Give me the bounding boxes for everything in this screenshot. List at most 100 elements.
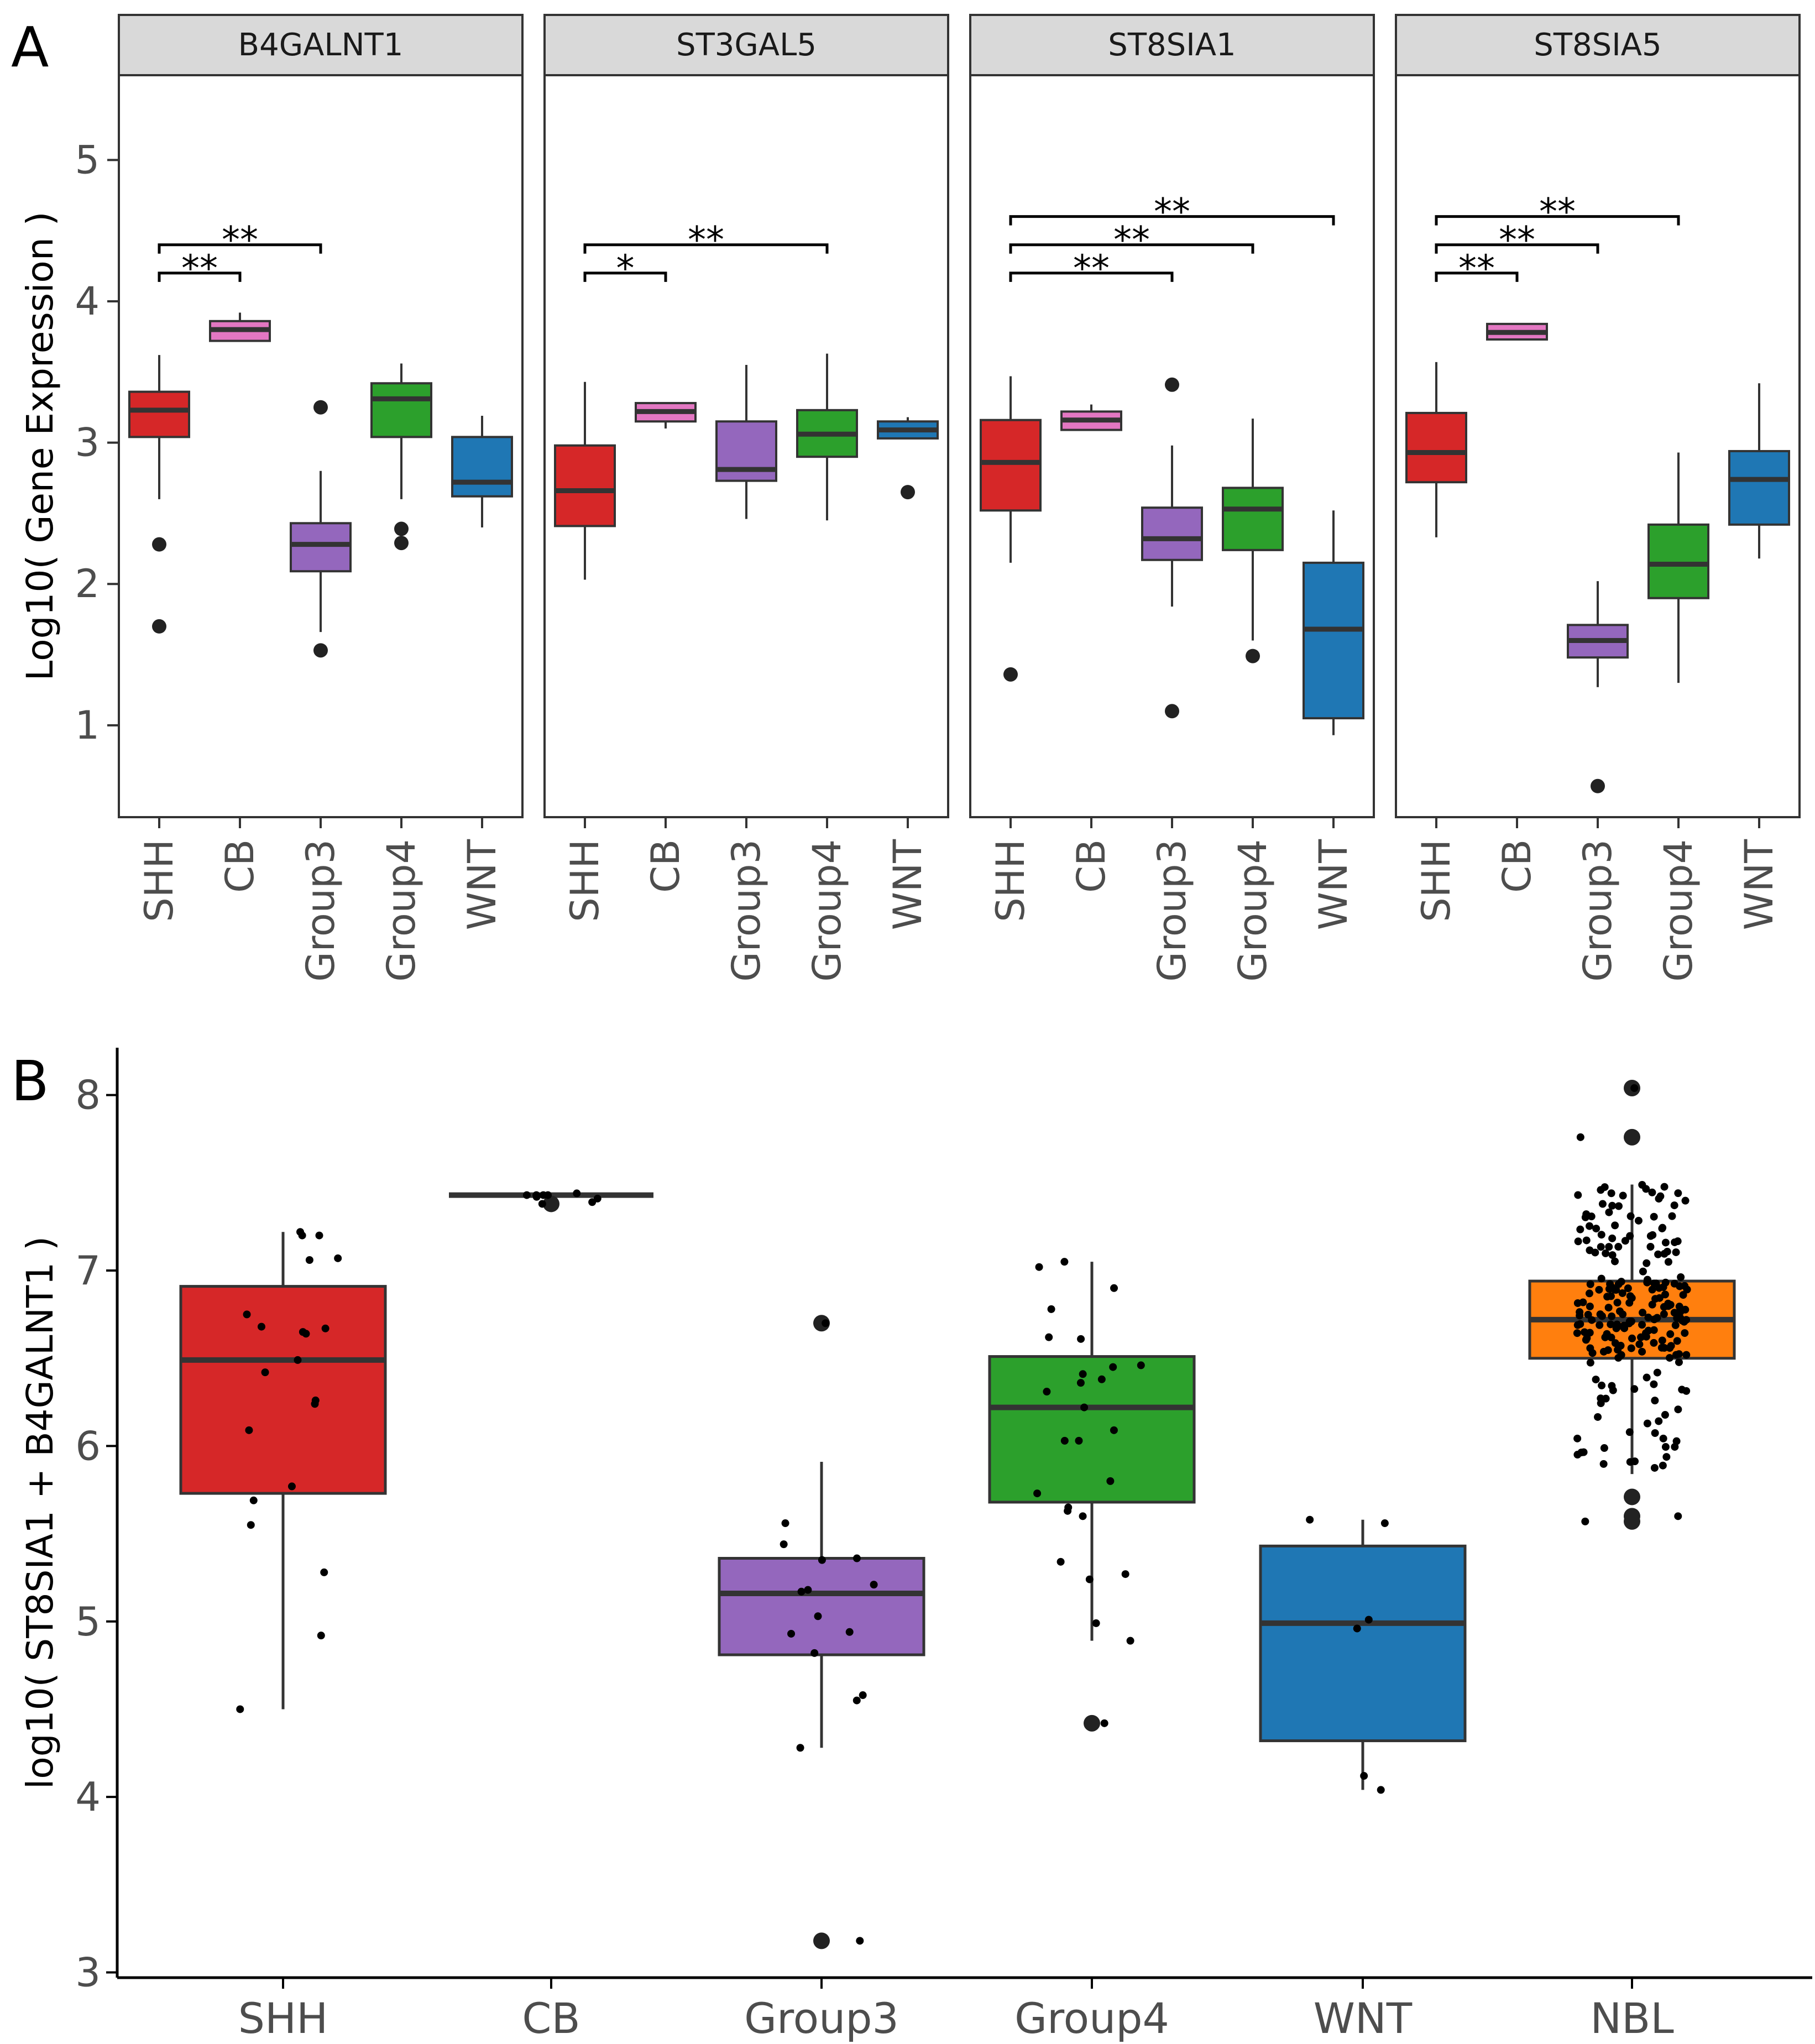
outlier-point (1624, 1488, 1640, 1505)
jitter-point (1644, 1313, 1652, 1321)
jitter-point (1663, 1247, 1671, 1256)
outlier-point (1246, 649, 1260, 663)
jitter-point (1670, 1309, 1678, 1317)
jitter-point (1608, 1251, 1617, 1259)
jitter-point (1609, 1386, 1617, 1394)
facet-strip (543, 14, 949, 76)
jitter-point (1621, 1237, 1629, 1245)
box-body (128, 390, 190, 438)
jitter-point (1594, 1413, 1602, 1421)
significance-label: ** (1073, 247, 1110, 290)
significance-bracket: ** (1009, 219, 1254, 262)
jitter-point (1619, 1310, 1627, 1319)
jitter-point (1056, 1557, 1065, 1566)
bracket-line (1435, 271, 1519, 282)
jitter-point (1079, 1370, 1087, 1378)
jitter-point (1080, 1403, 1089, 1412)
box-group4 (370, 363, 432, 551)
jitter-point (1092, 1619, 1100, 1627)
panel-a-label: A (11, 15, 49, 80)
jitter-point (1660, 1344, 1668, 1352)
jitter-point (1592, 1225, 1600, 1233)
jitter-point (1635, 1340, 1644, 1348)
jitter-point (1650, 1463, 1659, 1472)
jitter-point (1110, 1284, 1118, 1292)
jitter-point (588, 1198, 597, 1206)
jitter-point (317, 1632, 325, 1640)
jitter-point (1670, 1279, 1678, 1288)
x-tick-label-b: SHH (238, 1994, 328, 2043)
jitter-point (1671, 1442, 1679, 1451)
jitter-point (1673, 1337, 1681, 1345)
y-tick-label-b: 7 (75, 1247, 101, 1294)
x-tick-label-a: WNT (1311, 839, 1356, 930)
box-group4 (1222, 419, 1284, 663)
jitter-point (1658, 1336, 1666, 1345)
jitter-point (1670, 1201, 1678, 1210)
facet-st8sia1: ST8SIA1******SHH CB Group3 Group4 WNT (969, 14, 1375, 982)
jitter-point (1596, 1321, 1604, 1329)
bracket-line (583, 271, 667, 282)
jitter-point (1045, 1333, 1053, 1341)
outlier-point (901, 485, 915, 500)
jitter-point (797, 1587, 805, 1596)
bracket-line (158, 243, 322, 254)
significance-bracket: ** (1009, 191, 1335, 233)
significance-label: ** (181, 247, 218, 290)
jitter-point (1064, 1507, 1072, 1515)
jitter-point (1598, 1200, 1607, 1208)
y-tick-label-b: 8 (75, 1072, 101, 1118)
jitter-point (1678, 1386, 1686, 1394)
jitter-point (1604, 1304, 1613, 1312)
jitter-point (1626, 1292, 1634, 1300)
jitter-point (1364, 1616, 1373, 1624)
jitter-point (1353, 1624, 1361, 1633)
jitter-point (1643, 1373, 1651, 1382)
jitter-point (1650, 1315, 1659, 1324)
jitter-point (1637, 1333, 1645, 1341)
jitter-point (243, 1310, 251, 1319)
jitter-point (1085, 1575, 1094, 1583)
jitter-point (822, 1319, 830, 1327)
panel-b-label: B (11, 1049, 49, 1114)
jitter-point (532, 1193, 541, 1201)
x-tick-label-a: Group3 (1575, 839, 1620, 982)
jitter-point (856, 1937, 864, 1945)
facet-strip-label: ST3GAL5 (676, 27, 817, 63)
jitter-point (1605, 1243, 1613, 1251)
bracket-line (583, 243, 829, 254)
jitter-point (1573, 1434, 1582, 1442)
bracket-line (1435, 215, 1680, 226)
significance-label: ** (1458, 247, 1495, 290)
jitter-point (1110, 1426, 1118, 1434)
x-tick-label-a: CB (1494, 839, 1540, 893)
jitter-point (1614, 1280, 1623, 1288)
jitter-point (1681, 1196, 1690, 1205)
outlier-point (1165, 704, 1179, 719)
jitter-point (1600, 1444, 1608, 1452)
facet-strip (969, 14, 1375, 76)
jitter-point (1662, 1453, 1671, 1461)
jitter-point (1648, 1188, 1656, 1196)
jitter-point (1573, 1299, 1582, 1307)
box-body (554, 444, 616, 527)
jitter-point (859, 1691, 867, 1700)
jitter-point (247, 1521, 255, 1529)
jitter-point (298, 1231, 306, 1240)
jitter-point (1664, 1258, 1672, 1266)
jitter-nbl (1573, 1084, 1691, 1525)
jitter-point (1672, 1248, 1680, 1256)
jitter-point (1651, 1429, 1659, 1437)
box-b-group4 (988, 1262, 1196, 1732)
box-shh (128, 355, 190, 634)
box-cb (209, 312, 271, 342)
jitter-point (294, 1356, 302, 1364)
jitter-point (1651, 1397, 1659, 1405)
x-tick-label-a: Group3 (298, 839, 343, 982)
jitter-point (1597, 1243, 1605, 1251)
jitter-point (1588, 1349, 1597, 1357)
jitter-group3 (780, 1319, 878, 1945)
jitter-point (1648, 1285, 1656, 1294)
